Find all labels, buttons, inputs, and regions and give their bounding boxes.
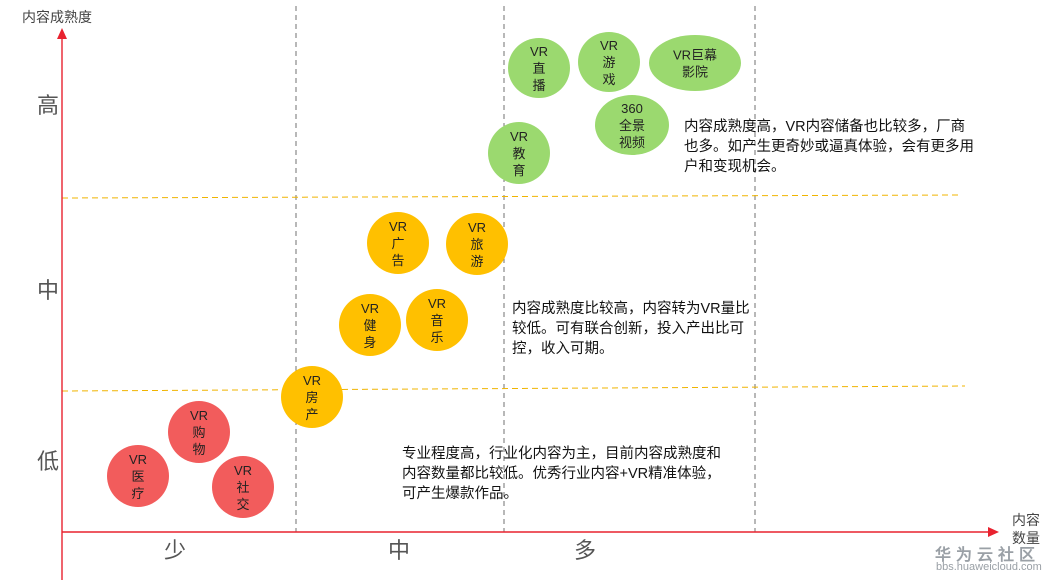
bubble-vr-fitness: VR 健身 [339,294,401,356]
bubble-label: VR [129,452,147,467]
bubble-label: 游 [470,254,483,269]
bubble-label: 播 [532,78,545,93]
x-axis-title-line1: 内容 [1012,512,1040,528]
bubble-label: 身 [363,335,376,350]
note-medium: 内容成熟度比较高，内容转为VR量比较低。可有联合创新，投入产出比可控，收入可期。 [512,301,750,357]
axes [57,28,999,580]
bubble-shape [595,95,669,155]
y-level-high: 高 [37,93,59,118]
bubble-shape [578,32,640,92]
bubble-label: VR [361,301,379,316]
bubble-label: 育 [512,163,525,178]
divider-line-y2 [61,385,966,392]
bubble-label: 戏 [602,72,615,87]
bubble-shape [508,38,570,98]
bubble-label: 购 [192,425,205,440]
bubble-vr-realestate: VR 房产 [281,366,343,428]
x-axis-title-line2: 数量 [1012,530,1040,546]
y-axis-arrow-icon [57,28,67,39]
bubble-label: VR [428,296,446,311]
bubble-vr-music: VR 音乐 [406,289,468,351]
bubble-label: 视频 [619,135,645,150]
bubble-label: 产 [305,407,318,422]
note-low: 专业程度高，行业化内容为主，目前内容成熟度和内容数量都比较低。优秀行业内容+VR… [402,446,721,502]
x-level-medium: 中 [388,538,410,563]
bubble-shape [339,294,401,356]
bubble-vr-ads: VR 广告 [367,212,429,274]
bubble-shape [446,213,508,275]
bubble-label: 房 [305,390,318,405]
bubble-shape [281,366,343,428]
bubble-vr-education: VR 教育 [488,122,550,184]
bubble-label: VR [190,408,208,423]
bubble-label: 音 [430,313,443,328]
bubble-shape [107,445,169,507]
bubble-label: VR巨幕 [673,48,717,63]
bubble-shape [406,289,468,351]
bubble-vr-game: VR 游戏 [578,32,640,92]
bubble-label: VR [468,220,486,235]
bubble-vr-shopping: VR 购物 [168,401,230,463]
bubble-label: 健 [363,318,376,333]
bubble-label: 医 [131,469,144,484]
divider-line-y1 [61,194,961,199]
bubble-label: 疗 [131,486,144,501]
bubble-vr-medical: VR 医疗 [107,445,169,507]
bubble-label: 广 [391,236,404,251]
watermark-url: bbs.huaweicloud.com [936,561,1042,573]
bubble-vr-social: VR 社交 [212,456,274,518]
bubble-label: 直 [532,61,545,76]
bubble-label: 影院 [682,65,708,80]
bubble-label: VR [600,38,618,53]
bubble-shape [367,212,429,274]
bubble-shape [168,401,230,463]
bubble-label: 教 [512,146,525,161]
x-level-few: 少 [164,538,186,563]
bubble-label: VR [510,129,528,144]
x-level-many: 多 [574,538,596,563]
bubble-label: 游 [602,55,615,70]
bubble-shape [488,122,550,184]
bubble-label: VR [303,373,321,388]
horizontal-divider-lines [61,194,966,392]
bubble-label: 物 [192,442,205,457]
bubble-label: VR [389,219,407,234]
bubble-label: 全景 [619,118,645,133]
bubble-label: 交 [236,497,249,512]
bubble-label: 乐 [430,330,443,345]
bubble-label: 旅 [470,237,483,252]
bubble-label: 告 [391,253,404,268]
y-level-medium: 中 [37,278,59,303]
bubble-vr-live: VR 直播 [508,38,570,98]
y-level-low: 低 [37,449,59,474]
bubble-shape [649,35,741,91]
note-high: 内容成熟度高，VR内容储备也比较多，厂商也多。如产生更奇妙或逼真体验，会有更多用… [684,119,974,175]
vertical-divider-lines [295,6,756,532]
bubble-shape [212,456,274,518]
bubble-label: VR [234,463,252,478]
watermark-title: 华为云社区 [935,547,1041,564]
bubble-label: 360 [621,101,643,116]
bubble-label: 社 [236,480,249,495]
bubble-label: VR [530,44,548,59]
bubble-vr-travel: VR 旅游 [446,213,508,275]
bubble-group: VR直播VR游戏VR巨幕影院360全景视频VR教育VR广告VR旅游VR健身VR音… [107,32,741,518]
y-axis-title: 内容成熟度 [22,9,92,25]
x-axis-arrow-icon [988,527,999,537]
